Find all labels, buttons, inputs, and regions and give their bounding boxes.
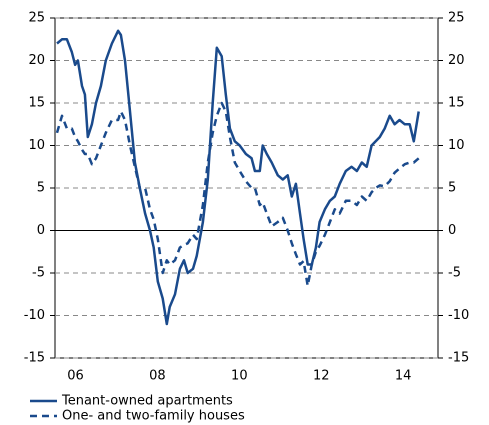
y-tick-label: -15 xyxy=(24,351,45,366)
y-tick-label: 25 xyxy=(28,11,45,26)
y-tick-label: 0 xyxy=(37,223,45,238)
y2-tick-label: -5 xyxy=(448,266,461,281)
y2-tick-label: 20 xyxy=(448,53,465,68)
y-tick-label: 15 xyxy=(28,96,45,111)
y2-tick-label: 25 xyxy=(448,11,465,26)
series-line xyxy=(55,101,420,288)
y2-tick-label: 15 xyxy=(448,96,465,111)
y-tick-label: 5 xyxy=(37,181,45,196)
y-tick-label: -5 xyxy=(32,266,45,281)
legend-label: Tenant-owned apartments xyxy=(61,394,233,409)
y2-tick-label: 10 xyxy=(448,138,465,153)
x-tick-label: 10 xyxy=(231,369,248,384)
series-line xyxy=(56,29,420,326)
y-tick-label: 20 xyxy=(28,53,45,68)
y-tick-label: 10 xyxy=(28,138,45,153)
x-tick-label: 08 xyxy=(149,369,166,384)
x-tick-label: 14 xyxy=(395,369,412,384)
y2-tick-label: 0 xyxy=(448,223,456,238)
legend-label: One- and two-family houses xyxy=(62,409,245,424)
y-tick-label: -10 xyxy=(24,308,45,323)
y2-tick-label: 5 xyxy=(448,181,456,196)
y2-tick-label: -10 xyxy=(448,308,469,323)
x-tick-label: 06 xyxy=(67,369,84,384)
x-tick-label: 12 xyxy=(313,369,330,384)
y2-tick-label: -15 xyxy=(448,351,469,366)
